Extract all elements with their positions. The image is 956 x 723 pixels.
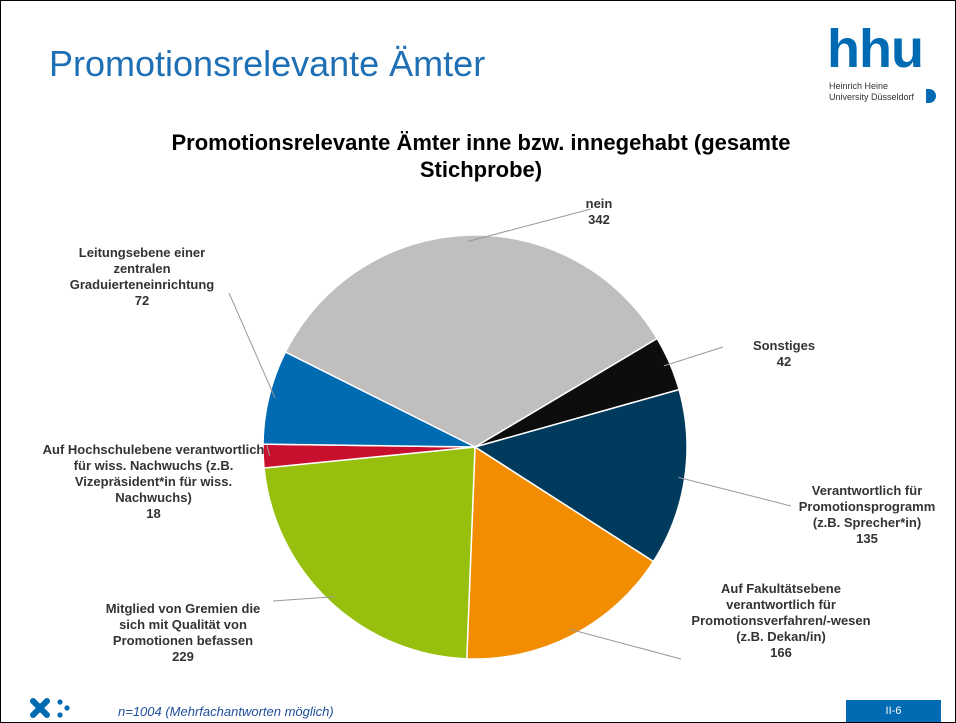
chart-title: Promotionsrelevante Ämter inne bzw. inne… — [171, 130, 791, 182]
category-label: Auf Fakultätsebene verantwortlich für Pr… — [691, 581, 871, 644]
category-label: Leitungsebene einer zentralen Graduierte… — [69, 245, 215, 292]
logo-text: University Düsseldorf — [829, 92, 915, 102]
logo: hhu — [827, 19, 924, 79]
pie-slice — [284, 234, 659, 448]
value-label: 229 — [172, 649, 194, 664]
value-label: 18 — [146, 506, 161, 521]
page-number: II-6 — [885, 705, 902, 717]
value-label: 42 — [776, 354, 792, 369]
category-label: Sonstiges — [752, 338, 816, 353]
data-label: nein 342 — [549, 196, 649, 228]
pie-slice — [263, 446, 476, 660]
leader-line — [569, 628, 682, 660]
leader-line — [272, 596, 335, 602]
data-label: Leitungsebene einer zentralen Graduierte… — [52, 245, 232, 309]
value-label: 342 — [588, 212, 610, 227]
leader-line — [467, 208, 592, 242]
data-label: Sonstiges 42 — [734, 338, 834, 370]
value-label: 166 — [770, 645, 792, 660]
logo-mark — [926, 89, 936, 103]
footnote: n=1004 (Mehrfachantworten möglich) — [118, 704, 334, 719]
category-label: Auf Hochschulebene verantwortlich für wi… — [42, 442, 265, 505]
data-label: Auf Hochschulebene verantwortlich für wi… — [41, 442, 266, 522]
category-label: Verantwortlich für Promotionsprogramm (z… — [798, 483, 936, 530]
data-label: Verantwortlich für Promotionsprogramm (z… — [787, 483, 947, 547]
page-box — [846, 700, 941, 722]
data-label: Mitglied von Gremien die sich mit Qualit… — [93, 601, 273, 665]
leader-line — [228, 292, 276, 399]
pie-slice — [466, 445, 655, 660]
data-label: Auf Fakultätsebene verantwortlich für Pr… — [681, 581, 881, 661]
footer-logo — [30, 698, 70, 718]
category-label: Mitglied von Gremien die sich mit Qualit… — [105, 601, 261, 648]
pie-slice — [473, 388, 688, 563]
leader-line — [663, 346, 724, 367]
category-label: nein — [585, 196, 613, 211]
leader-line — [678, 476, 792, 507]
value-label: 135 — [856, 531, 878, 546]
value-label: 72 — [134, 293, 150, 308]
slide-heading: Promotionsrelevante Ämter — [49, 43, 486, 84]
pie-slice — [262, 351, 476, 448]
logo-text: Heinrich Heine — [829, 81, 889, 91]
